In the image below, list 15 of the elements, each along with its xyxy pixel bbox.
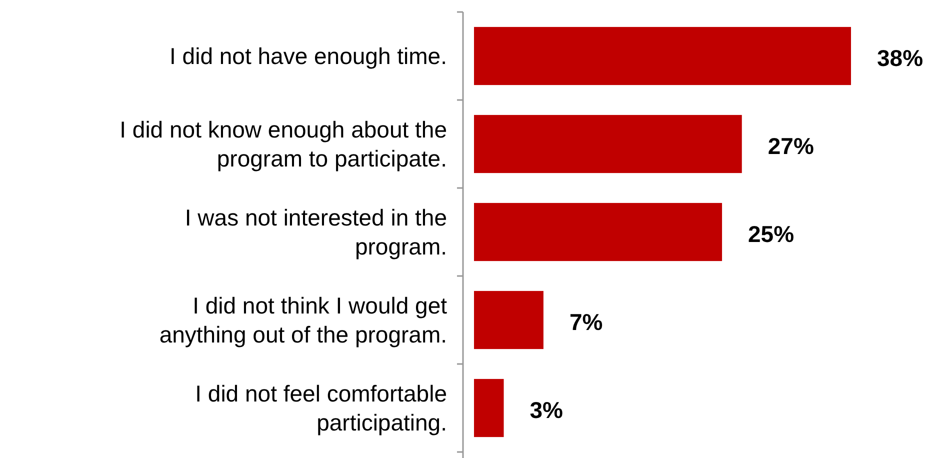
bar	[474, 26, 851, 86]
bar	[474, 378, 504, 438]
y-tick-label: I did not know enough about the program to participate.	[120, 116, 447, 172]
data-label: 27%	[768, 133, 814, 159]
bar	[474, 290, 544, 350]
y-tick-label: I did not have enough time.	[170, 43, 447, 69]
bar	[474, 202, 722, 262]
y-tick-label: I was not interested in the program.	[184, 204, 447, 260]
y-tick-label: I did not feel comfortable participating.	[195, 380, 447, 436]
bar	[474, 114, 742, 174]
data-label: 25%	[748, 221, 794, 247]
data-label: 38%	[877, 45, 924, 71]
data-label: 3%	[530, 397, 564, 423]
y-tick-label: I did not think I would get anything out of the program.	[159, 292, 448, 348]
data-label: 7%	[569, 309, 603, 335]
